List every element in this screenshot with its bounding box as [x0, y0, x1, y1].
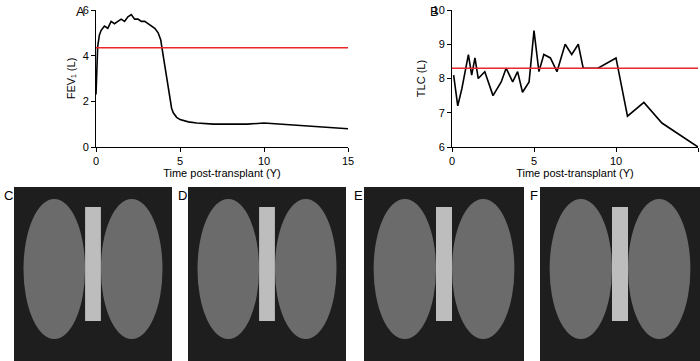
svg-text:10: 10 — [258, 155, 270, 167]
svg-text:FEV₁ (L): FEV₁ (L) — [65, 58, 77, 100]
svg-text:15: 15 — [342, 155, 354, 167]
svg-text:7: 7 — [439, 107, 445, 119]
svg-text:0: 0 — [83, 141, 89, 153]
svg-text:2: 2 — [83, 95, 89, 107]
svg-text:4: 4 — [83, 50, 89, 62]
svg-text:E: E — [354, 188, 363, 203]
svg-text:8: 8 — [439, 72, 445, 84]
svg-text:10: 10 — [433, 4, 445, 16]
svg-text:B: B — [430, 4, 439, 19]
svg-text:C: C — [4, 188, 13, 203]
svg-text:6: 6 — [439, 141, 445, 153]
svg-text:5: 5 — [531, 155, 537, 167]
svg-text:A: A — [76, 4, 85, 19]
svg-text:6: 6 — [83, 4, 89, 16]
svg-text:9: 9 — [439, 38, 445, 50]
svg-text:10: 10 — [610, 155, 622, 167]
svg-text:F: F — [530, 188, 538, 203]
svg-text:0: 0 — [449, 155, 455, 167]
svg-text:5: 5 — [177, 155, 183, 167]
svg-text:Time post-transplant (Y): Time post-transplant (Y) — [163, 167, 281, 179]
svg-text:D: D — [178, 188, 187, 203]
svg-text:Time post-transplant (Y): Time post-transplant (Y) — [516, 167, 634, 179]
svg-text:0: 0 — [93, 155, 99, 167]
svg-text:TLC (L): TLC (L) — [415, 60, 427, 97]
